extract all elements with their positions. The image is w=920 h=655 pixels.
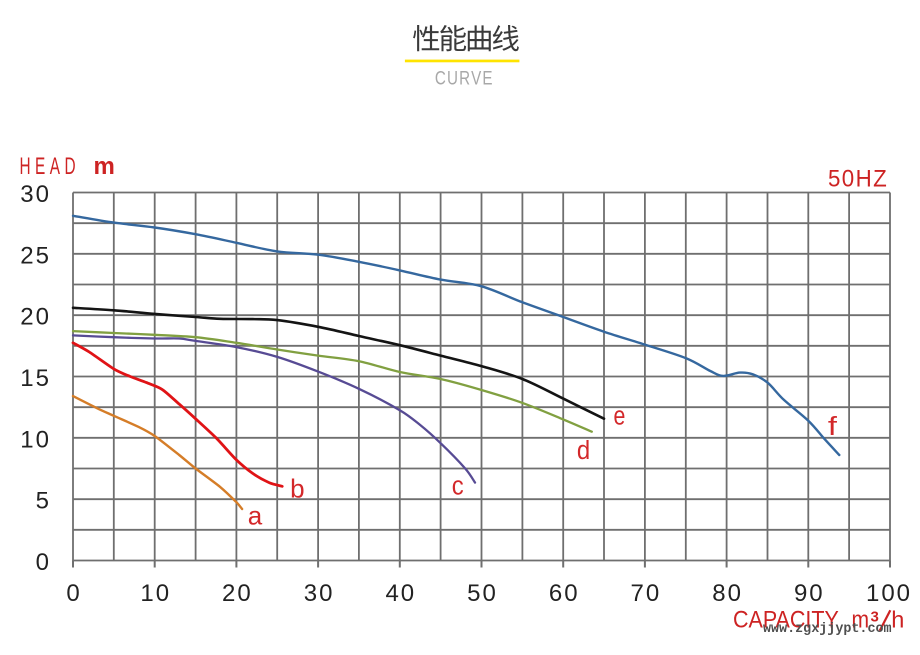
svg-text:h: h — [891, 607, 904, 633]
svg-text:30: 30 — [20, 181, 51, 208]
svg-text:CAPACITY: CAPACITY — [733, 605, 839, 632]
svg-text:0: 0 — [66, 580, 81, 607]
svg-text:CURVE: CURVE — [435, 67, 494, 89]
svg-text:c: c — [452, 472, 464, 501]
svg-text:60: 60 — [549, 580, 580, 607]
svg-text:m: m — [852, 606, 870, 633]
svg-text:100: 100 — [866, 580, 912, 607]
svg-text:3: 3 — [871, 608, 879, 625]
svg-text:20: 20 — [222, 580, 253, 607]
svg-text:a: a — [248, 501, 263, 531]
svg-text:f: f — [828, 412, 838, 441]
svg-text:80: 80 — [712, 580, 743, 607]
svg-text:b: b — [290, 474, 304, 504]
svg-text:HEAD: HEAD — [20, 154, 81, 180]
svg-text:20: 20 — [20, 304, 51, 331]
svg-text:70: 70 — [631, 580, 662, 607]
svg-text:m: m — [94, 153, 115, 180]
svg-text:90: 90 — [794, 580, 825, 607]
svg-text:5: 5 — [36, 488, 51, 515]
svg-text:0: 0 — [36, 549, 51, 576]
svg-text:10: 10 — [140, 580, 171, 607]
svg-text:30: 30 — [304, 580, 335, 607]
svg-text:25: 25 — [20, 242, 51, 269]
svg-text:www.zgxjjypt.com: www.zgxjjypt.com — [763, 622, 892, 637]
svg-text:e: e — [613, 401, 625, 431]
svg-text:50: 50 — [467, 580, 498, 607]
svg-text:15: 15 — [20, 365, 51, 392]
svg-text:40: 40 — [385, 580, 416, 607]
svg-text:50HZ: 50HZ — [828, 165, 888, 192]
svg-text:10: 10 — [20, 426, 51, 453]
svg-text:d: d — [577, 436, 590, 465]
